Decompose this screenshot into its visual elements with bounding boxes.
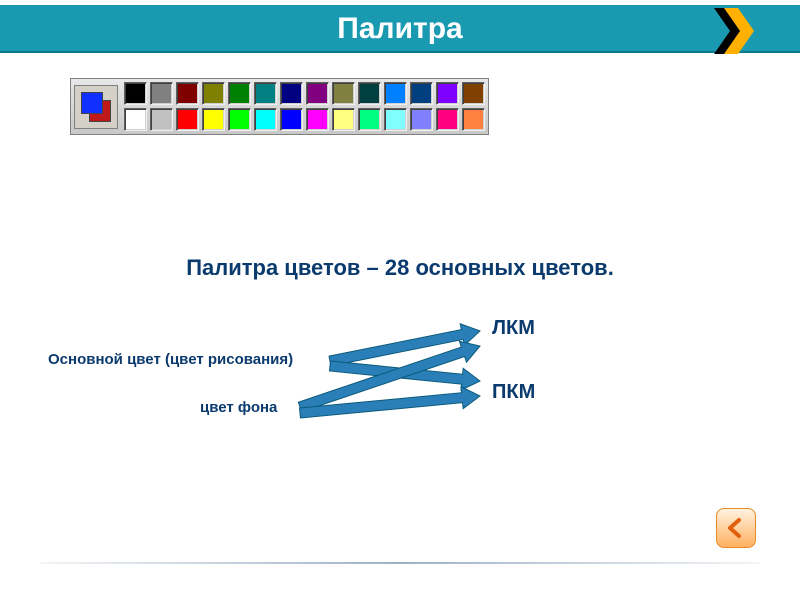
color-swatch[interactable] <box>176 82 199 105</box>
color-swatch[interactable] <box>202 82 225 105</box>
color-swatch[interactable] <box>254 82 277 105</box>
color-indicator[interactable] <box>74 85 118 129</box>
foreground-color-indicator[interactable] <box>81 92 103 114</box>
color-swatch[interactable] <box>410 108 433 131</box>
color-swatch[interactable] <box>332 108 355 131</box>
color-swatch[interactable] <box>436 108 459 131</box>
color-swatch[interactable] <box>462 108 485 131</box>
color-swatch[interactable] <box>358 108 381 131</box>
color-swatch[interactable] <box>410 82 433 105</box>
color-swatch[interactable] <box>306 82 329 105</box>
swatch-grid <box>124 82 485 131</box>
color-swatch[interactable] <box>202 108 225 131</box>
color-swatch[interactable] <box>124 82 147 105</box>
primary-color-label: Основной цвет (цвет рисования) <box>48 351 293 368</box>
header-bar: Палитра <box>0 0 800 58</box>
right-mouse-button-label: ПКМ <box>492 381 535 404</box>
footer-divider <box>40 562 760 564</box>
back-arrow-icon <box>724 516 748 540</box>
color-swatch[interactable] <box>150 108 173 131</box>
background-color-label: цвет фона <box>200 399 277 416</box>
color-swatch[interactable] <box>436 82 459 105</box>
color-swatch[interactable] <box>384 82 407 105</box>
color-swatch[interactable] <box>384 108 407 131</box>
color-swatch[interactable] <box>306 108 329 131</box>
color-swatch[interactable] <box>254 108 277 131</box>
palette-description-text: Палитра цветов – 28 основных цветов. <box>0 255 800 281</box>
back-button[interactable] <box>716 508 756 548</box>
color-swatch[interactable] <box>280 82 303 105</box>
color-swatch[interactable] <box>228 82 251 105</box>
color-swatch[interactable] <box>358 82 381 105</box>
color-swatch[interactable] <box>124 108 147 131</box>
mouse-buttons-diagram: Основной цвет (цвет рисования) цвет фона… <box>0 321 800 461</box>
page-title: Палитра <box>337 12 462 46</box>
color-swatch[interactable] <box>228 108 251 131</box>
color-palette-toolbar <box>70 78 489 135</box>
left-mouse-button-label: ЛКМ <box>492 317 535 340</box>
color-swatch[interactable] <box>280 108 303 131</box>
color-swatch[interactable] <box>150 82 173 105</box>
color-swatch[interactable] <box>176 108 199 131</box>
chevron-decoration-icon <box>714 8 760 54</box>
color-swatch[interactable] <box>462 82 485 105</box>
color-swatch[interactable] <box>332 82 355 105</box>
